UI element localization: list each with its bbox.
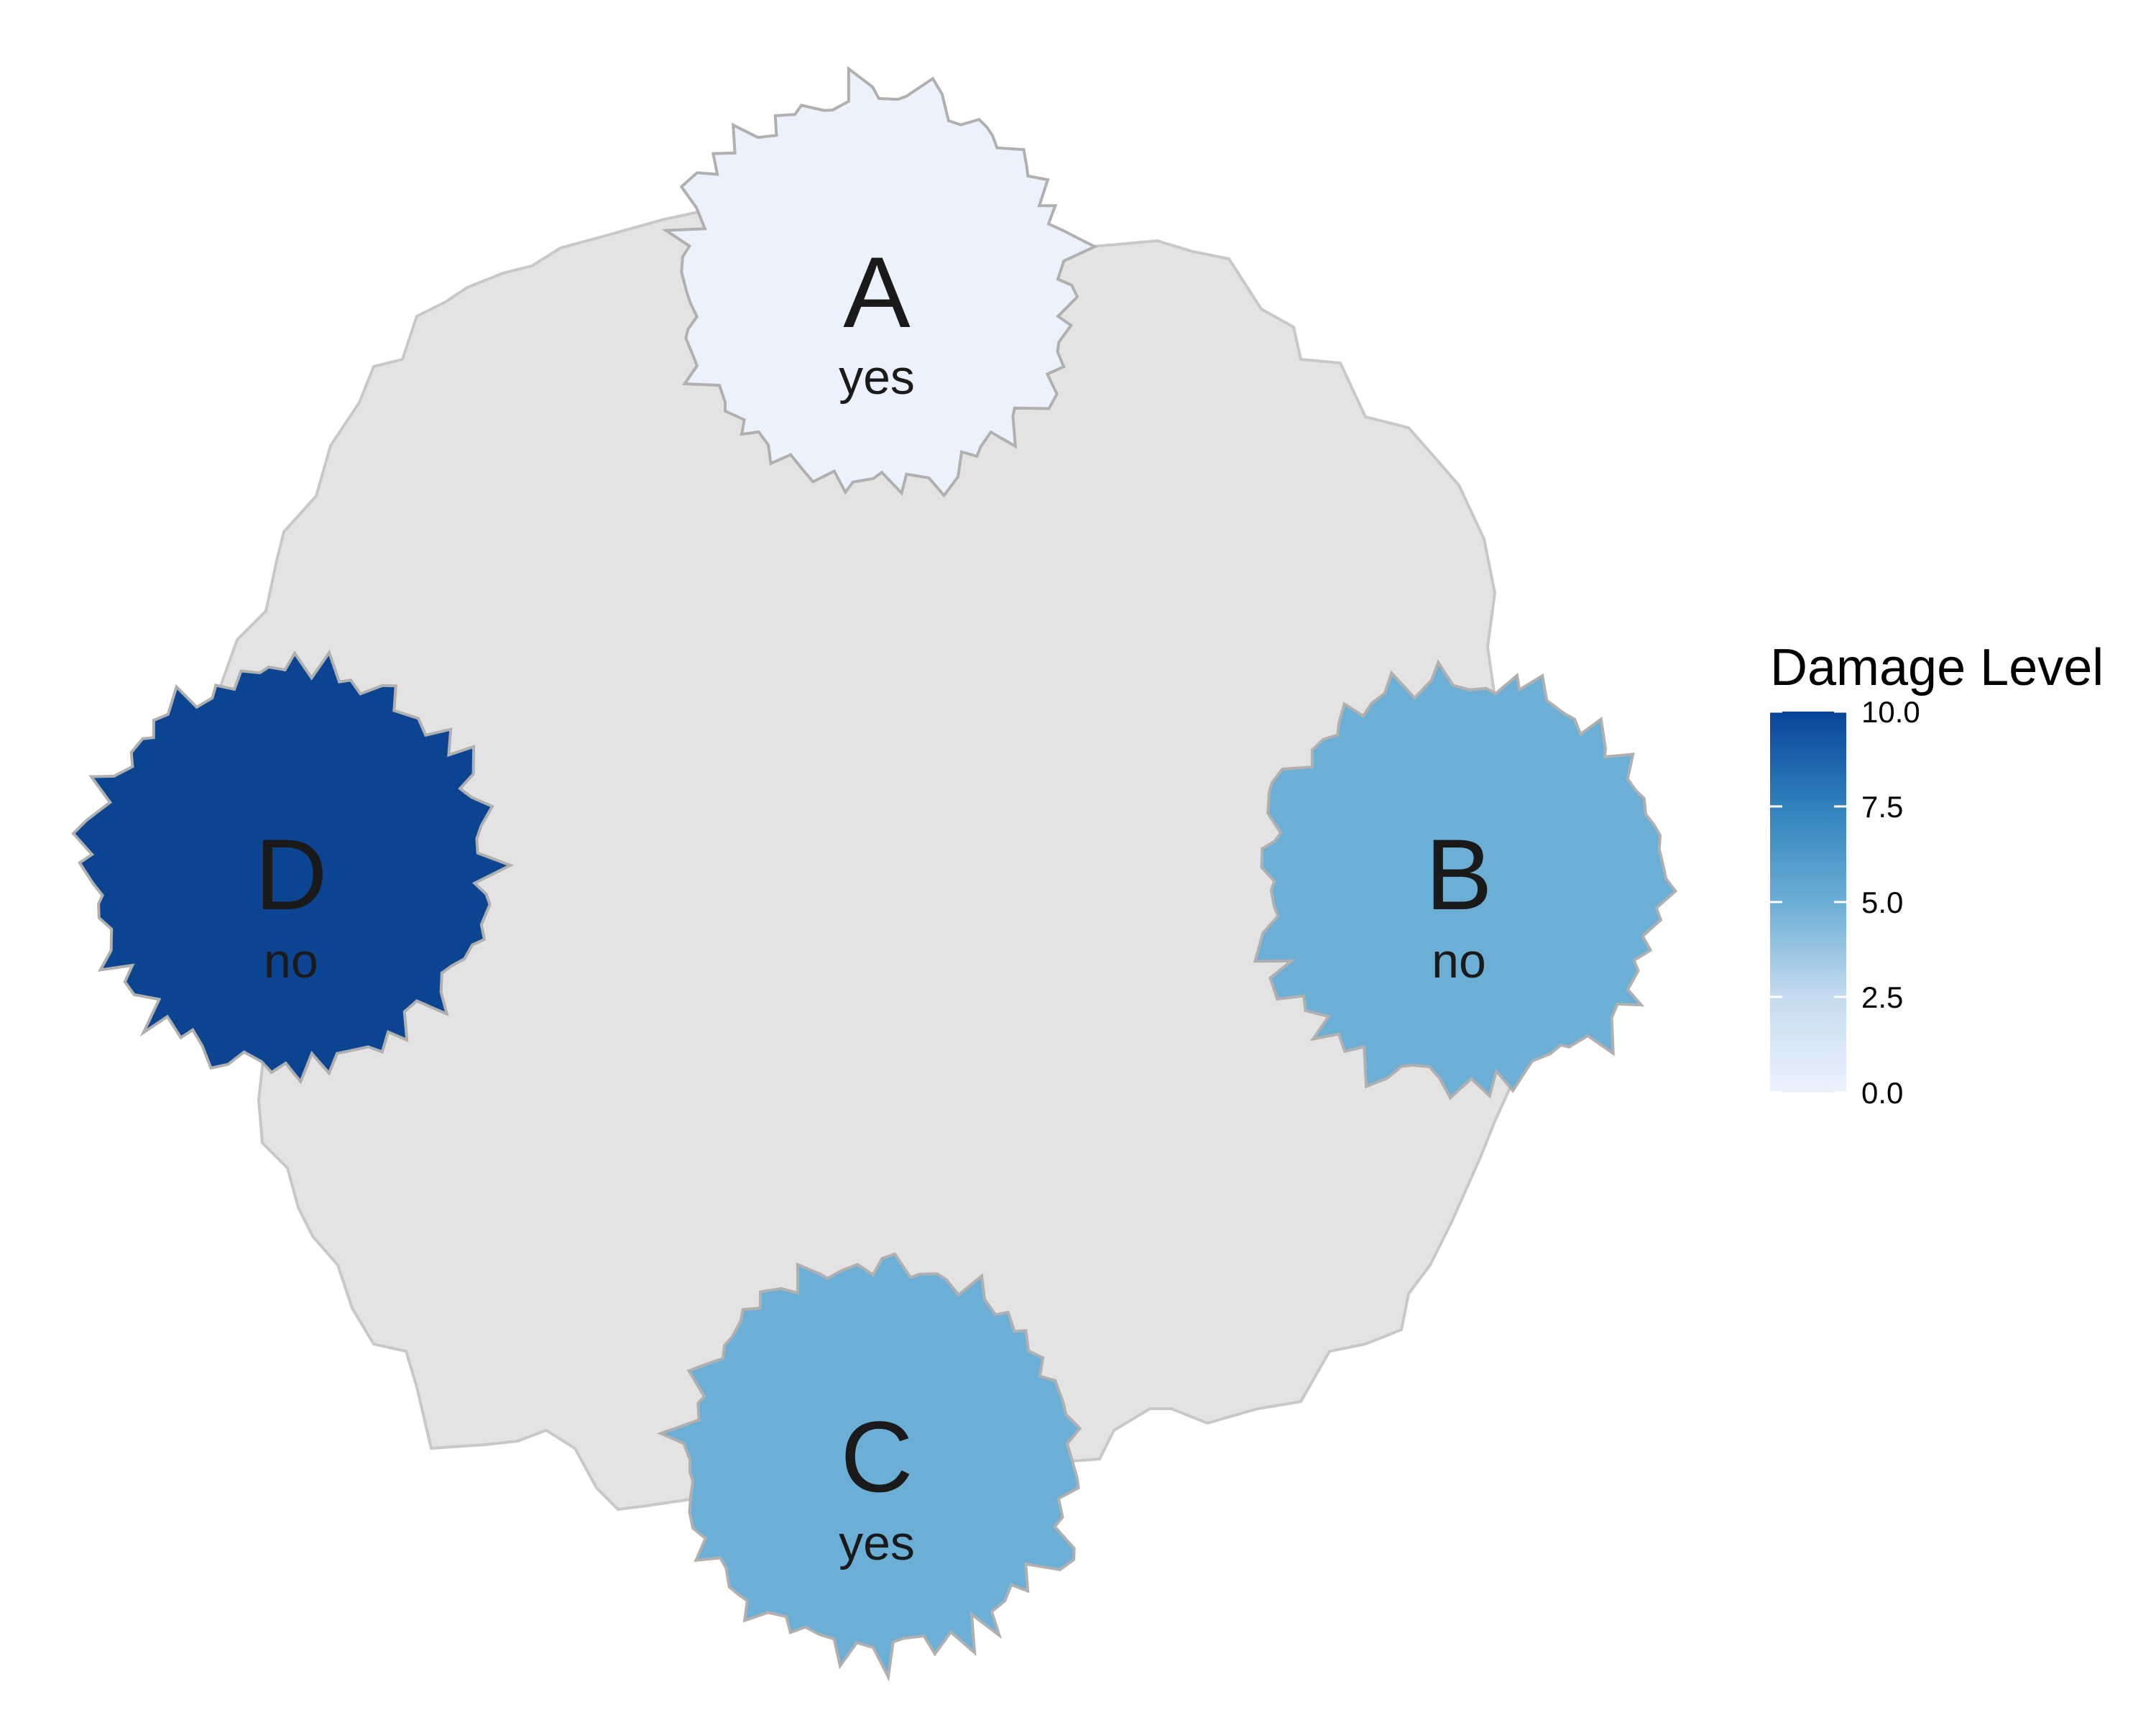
node-c-label: yes [839,1516,915,1570]
node-a-letter: A [843,236,911,349]
legend-tick-label: 7.5 [1861,790,1903,824]
node-b-shape [1253,659,1678,1100]
node-b-label: no [1432,934,1486,988]
legend-ticks [1770,710,1846,1094]
legend: Damage Level 10.0 7.5 5.0 2.5 0.0 [1770,639,2104,1110]
legend-tick-label: 10.0 [1861,695,1920,729]
node-a-label: yes [839,350,915,405]
node-c-letter: C [840,1400,913,1513]
node-a-shape [661,65,1098,498]
legend-tick-label: 0.0 [1861,1076,1903,1110]
legend-tick-label: 2.5 [1861,980,1903,1014]
node-d-label: no [264,934,318,988]
legend-colorbar [1770,712,1846,1092]
node-d-letter: D [254,818,327,931]
legend-title: Damage Level [1770,639,2104,696]
node-b: B no [1253,659,1678,1100]
legend-tick-label: 5.0 [1861,886,1903,919]
node-c: C yes [656,1252,1082,1682]
node-d: D no [71,649,515,1085]
node-d-shape [71,649,515,1085]
node-a: A yes [661,65,1098,498]
node-c-shape [656,1252,1082,1682]
node-b-letter: B [1425,818,1492,931]
